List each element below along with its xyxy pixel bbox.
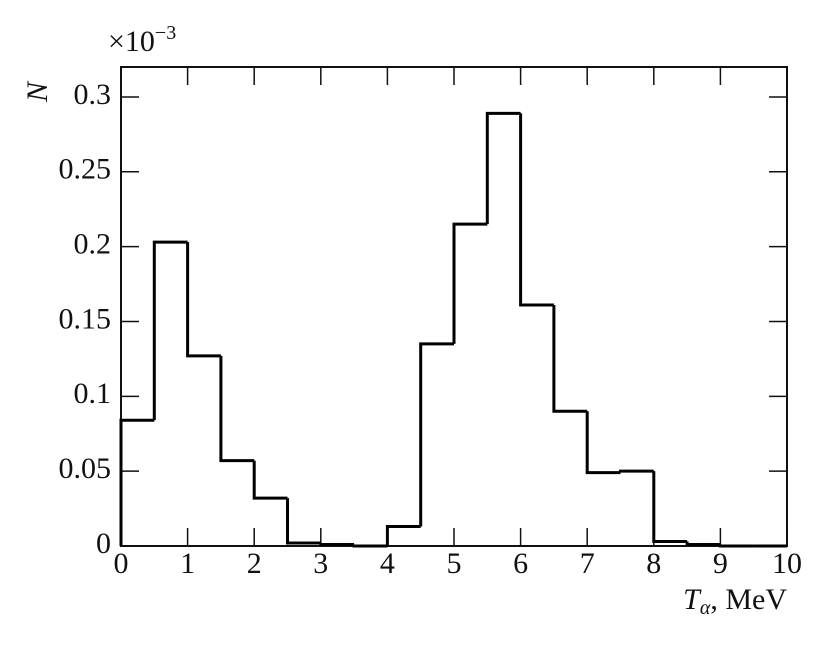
x-label-subscript: α: [700, 597, 711, 619]
histogram-bin: [319, 543, 355, 547]
x-tick-label: 3: [313, 547, 328, 580]
histogram-bin: [585, 411, 621, 475]
histogram-bin: [552, 305, 588, 413]
x-tick-label: 4: [380, 547, 395, 580]
y-tick-label: 0.05: [59, 452, 112, 485]
x-tick-label: 0: [114, 547, 129, 580]
y-multiplier: ×10−3: [108, 22, 176, 58]
x-tick-label: 6: [513, 547, 528, 580]
histogram-bin: [652, 471, 688, 544]
histogram-bin: [718, 544, 754, 548]
y-tick-label: 0: [96, 527, 111, 560]
histogram-bin: [286, 498, 321, 545]
y-tick-label: 0.15: [59, 302, 112, 335]
histogram-bin: [152, 240, 188, 421]
histogram-bin: [119, 418, 155, 546]
histogram-bin: [186, 242, 221, 358]
x-tick-label: 8: [646, 547, 661, 580]
x-label-unit: , MeV: [710, 583, 787, 616]
histogram-bin: [452, 222, 488, 344]
x-tick-label: 10: [772, 547, 802, 580]
histogram-bin: [485, 111, 521, 225]
x-axis-label: Tα, MeV: [683, 583, 787, 619]
x-tick-label: 5: [447, 547, 462, 580]
multiplier-exponent: −3: [155, 22, 176, 44]
y-tick-label: 0.2: [74, 228, 112, 261]
histogram-bin: [252, 460, 288, 500]
x-tick-label: 1: [180, 547, 195, 580]
x-label-symbol: T: [683, 583, 702, 616]
y-tick-label: 0.25: [59, 153, 112, 186]
histogram-bin: [352, 544, 388, 548]
y-tick-label: 0.1: [74, 377, 112, 410]
x-tick-label: 9: [713, 547, 728, 580]
y-tick-label: 0.3: [74, 78, 112, 111]
histogram-bin: [519, 113, 554, 307]
histogram-bin: [219, 355, 255, 463]
x-tick-label: 2: [247, 547, 262, 580]
x-tick-label: 7: [580, 547, 595, 580]
histogram-bin: [619, 469, 654, 473]
histogram-bin: [685, 541, 721, 547]
y-axis-label: N: [21, 80, 54, 103]
histogram-bin: [419, 342, 454, 527]
multiplier-base: ×10: [108, 25, 155, 58]
histogram-bin: [385, 525, 421, 546]
